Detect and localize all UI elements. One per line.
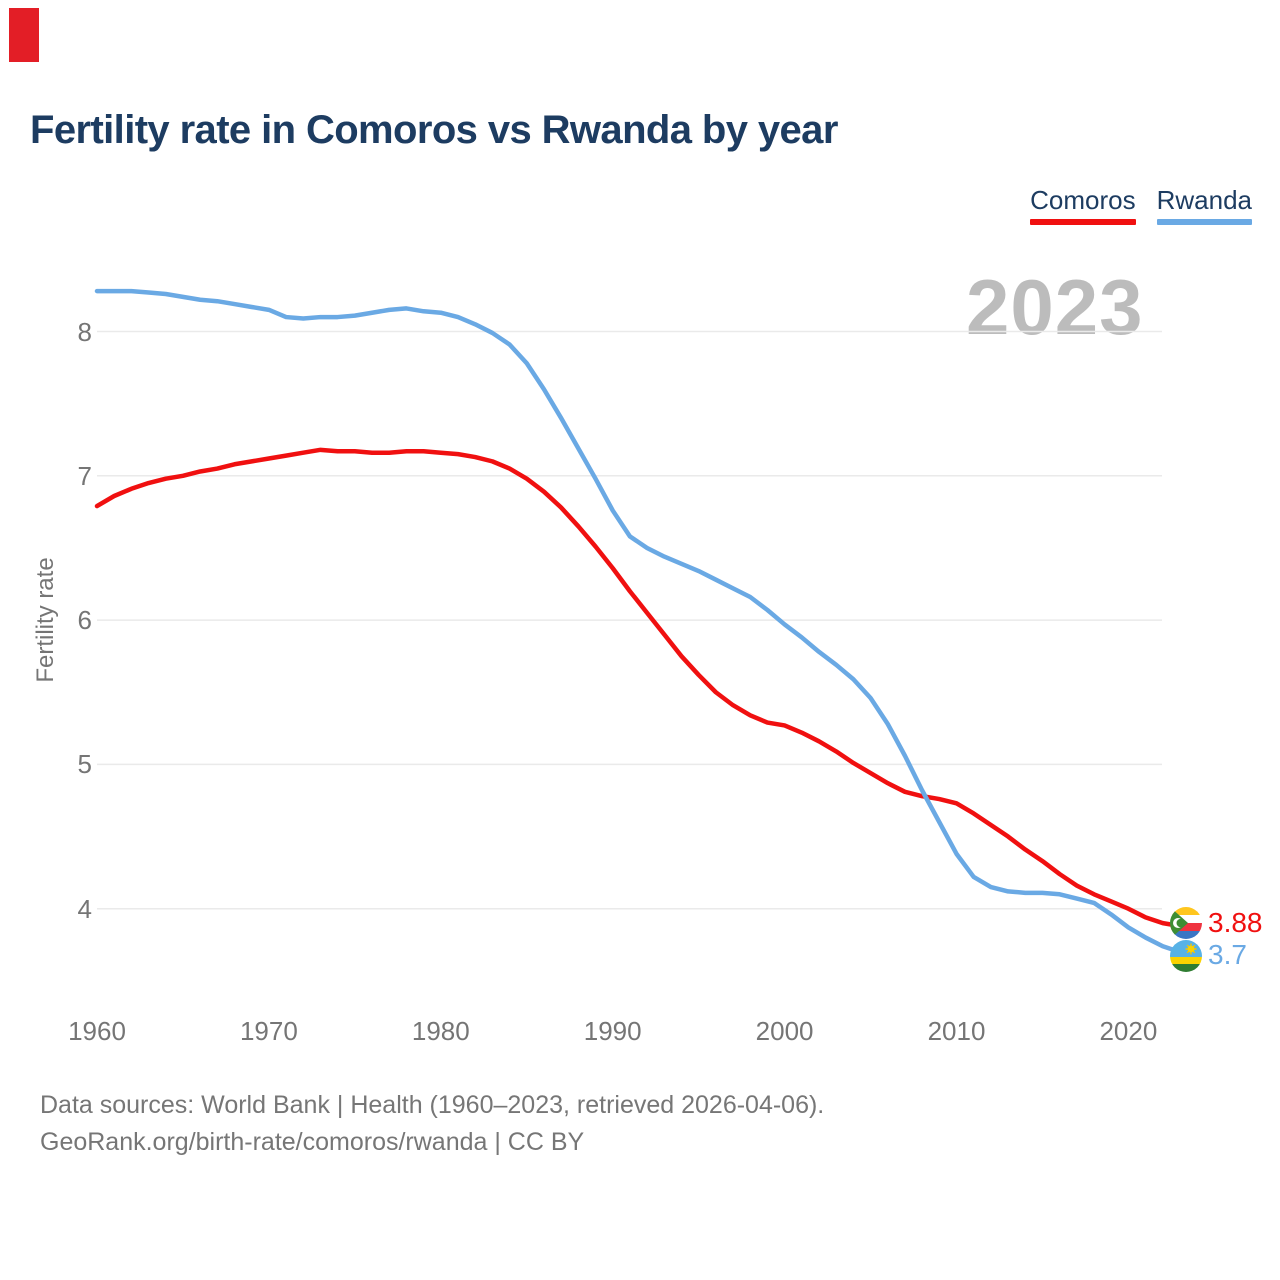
red-marker xyxy=(9,8,39,62)
rwanda-line[interactable] xyxy=(94,288,1183,955)
comoros-line[interactable] xyxy=(94,447,1183,929)
y-tick-6: 6 xyxy=(77,605,92,636)
footer: Data sources: World Bank | Health (1960–… xyxy=(40,1087,824,1161)
legend-label-rwanda: Rwanda xyxy=(1156,185,1252,215)
x-tick-1990: 1990 xyxy=(583,1016,642,1046)
x-tick-1980: 1980 xyxy=(411,1016,470,1046)
legend-item-comoros[interactable]: Comoros xyxy=(1030,185,1136,225)
year-watermark: 2023 xyxy=(966,263,1144,351)
chart-plot xyxy=(94,288,1183,955)
x-tick-2020: 2020 xyxy=(1099,1016,1158,1046)
legend-label-comoros: Comoros xyxy=(1030,185,1136,215)
y-tick-4: 4 xyxy=(77,893,92,924)
comoros-end-value: 3.88 xyxy=(1208,907,1263,938)
legend-underline-rwanda xyxy=(1156,219,1252,225)
x-tick-2010: 2010 xyxy=(927,1016,986,1046)
x-tick-1960: 1960 xyxy=(68,1016,126,1046)
legend: Comoros Rwanda xyxy=(1030,185,1252,225)
legend-underline-comoros xyxy=(1030,219,1136,225)
footer-data-sources: Data sources: World Bank | Health (1960–… xyxy=(40,1091,825,1119)
y-tick-8: 8 xyxy=(77,316,92,347)
legend-item-rwanda[interactable]: Rwanda xyxy=(1156,185,1252,225)
x-tick-1970: 1970 xyxy=(239,1016,298,1046)
rwanda-flag-icon xyxy=(1170,940,1202,972)
x-tick-2000: 2000 xyxy=(755,1016,814,1046)
y-tick-7: 7 xyxy=(77,460,92,491)
footer-attribution: GeoRank.org/birth-rate/comoros/rwanda | … xyxy=(40,1128,585,1156)
comoros-flag-icon xyxy=(1170,907,1202,939)
page-title: Fertility rate in Comoros vs Rwanda by y… xyxy=(30,108,838,152)
rwanda-end-value: 3.7 xyxy=(1208,939,1247,970)
y-tick-5: 5 xyxy=(77,749,92,780)
